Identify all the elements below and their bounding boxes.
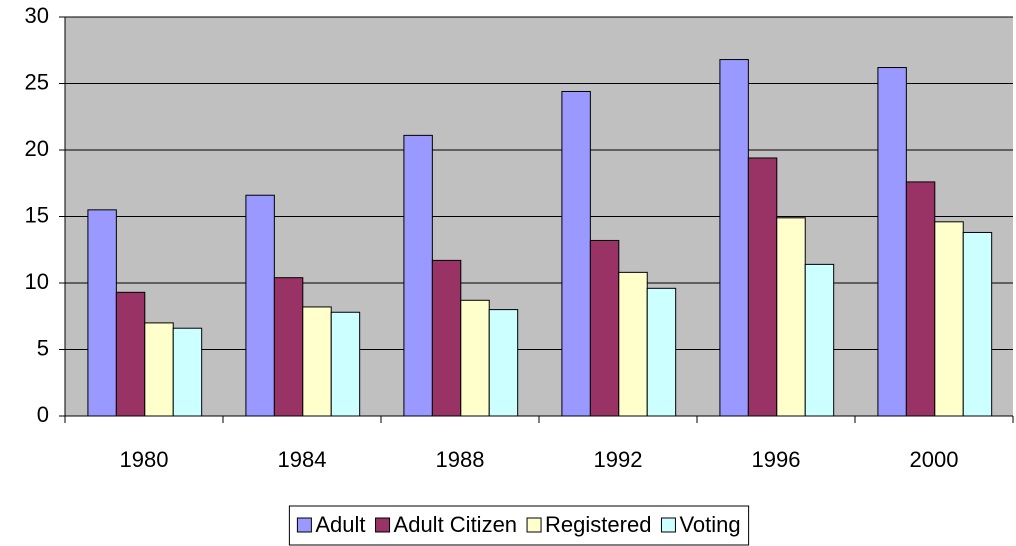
bar xyxy=(144,322,174,417)
y-tick-label: 15 xyxy=(25,202,49,227)
bar xyxy=(646,287,677,417)
legend-label: Registered xyxy=(545,512,651,537)
bar xyxy=(403,134,433,417)
y-tick-label: 10 xyxy=(25,269,49,294)
bar xyxy=(804,263,835,417)
bar xyxy=(776,217,806,417)
y-tick-label: 0 xyxy=(37,402,49,427)
legend-label: Adult xyxy=(315,512,365,537)
y-tick-label: 5 xyxy=(37,335,49,360)
bar xyxy=(934,221,964,417)
bar xyxy=(273,277,304,417)
legend-swatch xyxy=(296,517,312,533)
y-tick-label: 25 xyxy=(25,69,49,94)
x-tick-label: 1980 xyxy=(120,447,169,472)
legend-swatch xyxy=(526,517,542,533)
x-tick-label: 1996 xyxy=(752,447,801,472)
bar xyxy=(87,209,117,417)
x-tick-label: 2000 xyxy=(910,447,959,472)
legend-swatch xyxy=(375,517,391,533)
bar xyxy=(877,67,907,417)
bar xyxy=(561,90,591,417)
bar xyxy=(245,194,275,417)
bar xyxy=(488,309,519,417)
y-tick-label: 20 xyxy=(25,136,49,161)
bar xyxy=(618,271,648,417)
bar xyxy=(747,157,778,417)
bar xyxy=(330,311,361,417)
bar xyxy=(962,231,993,417)
x-tick-label: 1984 xyxy=(278,447,327,472)
bar xyxy=(172,327,203,417)
x-tick-label: 1988 xyxy=(436,447,485,472)
bar xyxy=(719,59,749,417)
bar xyxy=(460,299,490,417)
bar xyxy=(905,181,936,417)
legend: Adult Adult Citizen Registered Voting xyxy=(288,505,750,546)
bar xyxy=(589,239,620,417)
y-tick-label: 30 xyxy=(25,3,49,28)
x-tick-label: 1992 xyxy=(594,447,643,472)
legend-label: Adult Citizen xyxy=(394,512,518,537)
bar xyxy=(431,259,462,417)
legend-label: Voting xyxy=(679,512,740,537)
bar xyxy=(115,291,146,417)
bar xyxy=(302,306,332,417)
legend-swatch xyxy=(660,517,676,533)
